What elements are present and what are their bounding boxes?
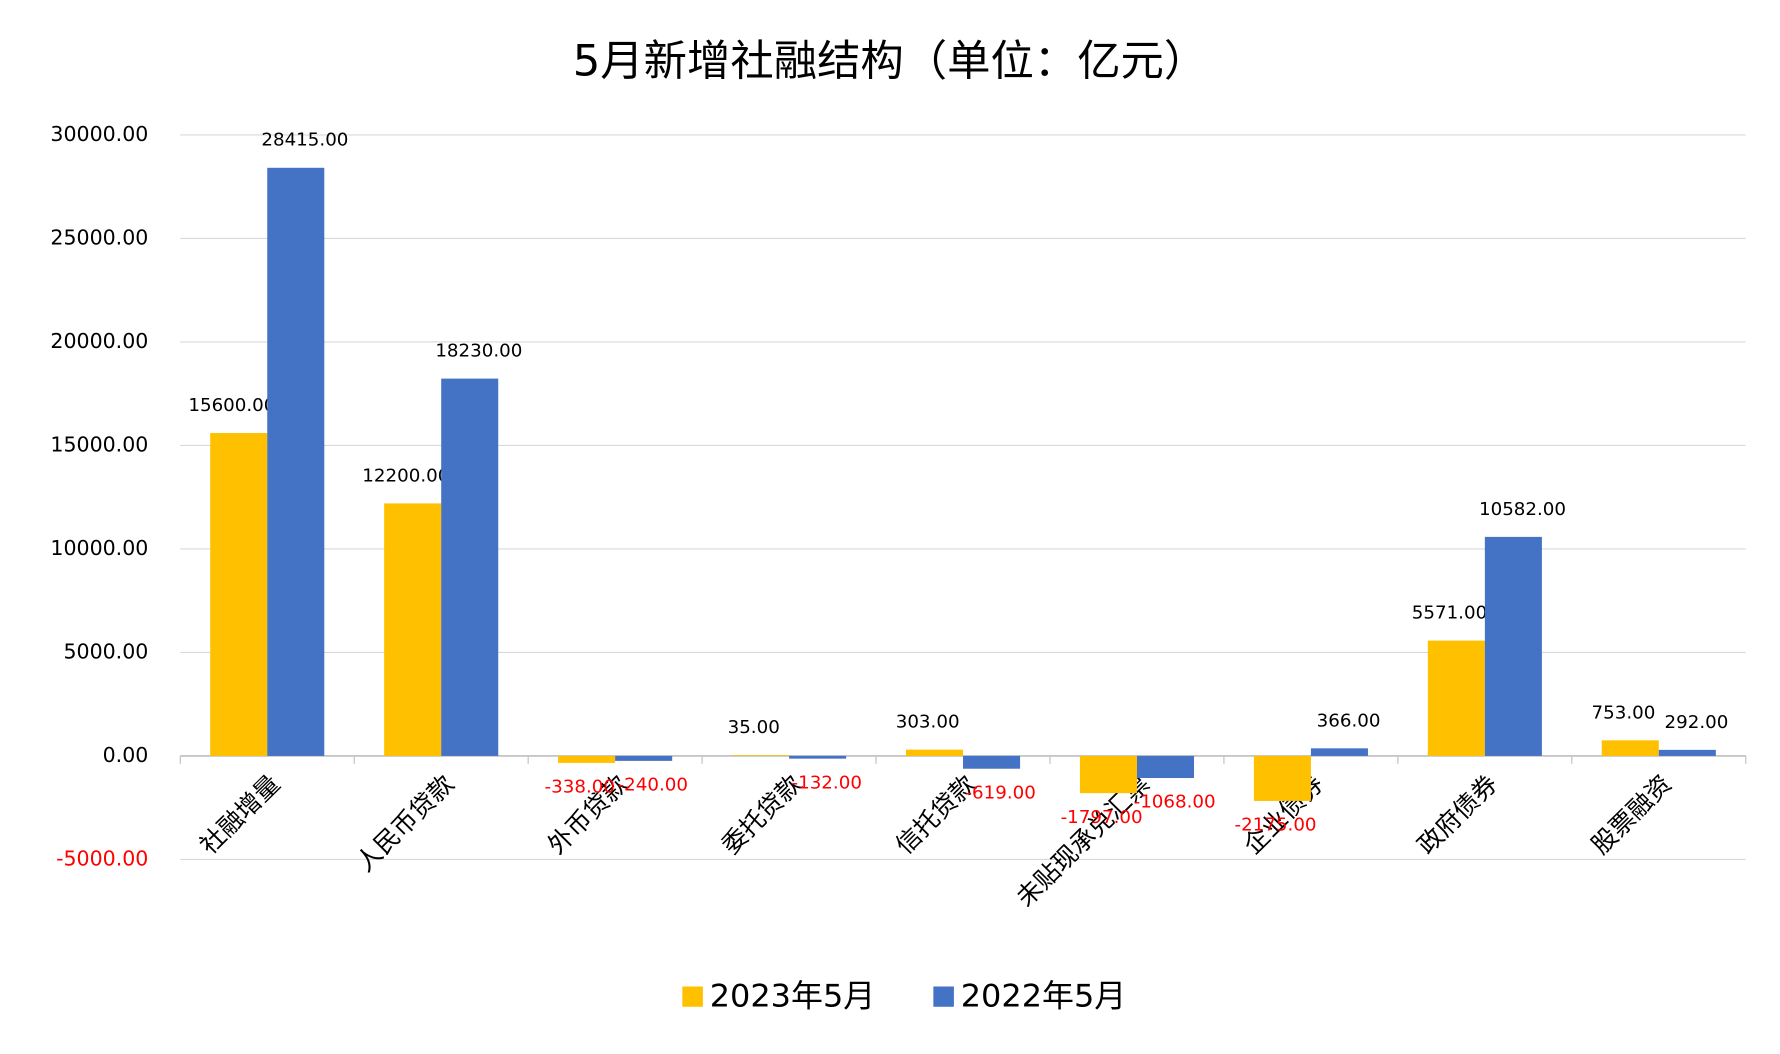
y-tick-label: 20000.00 xyxy=(50,329,148,353)
bar xyxy=(1658,749,1716,756)
y-tick-label: 0.00 xyxy=(103,743,149,767)
bar xyxy=(267,167,325,756)
bar xyxy=(558,755,616,763)
y-tick-label: 25000.00 xyxy=(50,226,148,250)
y-tick-label: 5000.00 xyxy=(63,640,148,664)
bar xyxy=(1427,640,1485,756)
chart-title: 5月新增社融结构（单位：亿元） xyxy=(573,37,1208,87)
value-label: 303.00 xyxy=(896,712,960,733)
value-label: 753.00 xyxy=(1592,702,1656,723)
legend-label: 2022年5月 xyxy=(961,979,1127,1015)
value-label: -1068.00 xyxy=(1134,792,1216,813)
value-label: 5571.00 xyxy=(1412,603,1487,624)
value-label: 12200.00 xyxy=(362,465,449,486)
value-label: 292.00 xyxy=(1665,712,1729,733)
value-label: -619.00 xyxy=(965,783,1035,804)
value-label: -1797.00 xyxy=(1061,807,1143,828)
bar xyxy=(384,503,442,756)
value-label: -338.00 xyxy=(545,777,615,798)
x-tick-label: 人民币贷款 xyxy=(350,769,459,877)
value-label: 10582.00 xyxy=(1479,499,1566,520)
legend-swatch xyxy=(933,986,954,1007)
bar xyxy=(789,755,847,759)
value-label: 28415.00 xyxy=(261,130,348,151)
value-label: -240.00 xyxy=(618,775,688,796)
bar xyxy=(615,755,673,761)
bar xyxy=(1136,755,1195,779)
bar xyxy=(441,378,499,756)
value-label: -2175.00 xyxy=(1235,815,1317,836)
legend-label: 2023年5月 xyxy=(710,979,876,1015)
y-tick-label: 15000.00 xyxy=(50,433,148,457)
x-tick-label: 社融增量 xyxy=(194,769,286,859)
bar xyxy=(1484,536,1542,756)
y-tick-label: -5000.00 xyxy=(56,846,148,870)
value-label: 15600.00 xyxy=(188,395,275,416)
bar xyxy=(963,755,1021,769)
y-tick-label: 10000.00 xyxy=(50,536,148,560)
value-label: -132.00 xyxy=(792,772,862,793)
legend-swatch xyxy=(682,986,703,1007)
y-tick-label: 30000.00 xyxy=(50,122,148,146)
bar xyxy=(1310,748,1368,756)
value-label: 366.00 xyxy=(1317,710,1381,731)
bar xyxy=(1601,740,1659,756)
bar xyxy=(1253,755,1311,801)
x-tick-label: 股票融资 xyxy=(1586,769,1678,859)
bar xyxy=(732,755,790,756)
x-tick-label: 政府债券 xyxy=(1412,769,1504,859)
bar xyxy=(210,433,268,756)
bar xyxy=(905,749,964,756)
value-label: 35.00 xyxy=(728,717,780,738)
bar xyxy=(1079,755,1137,794)
value-label: 18230.00 xyxy=(435,341,522,362)
